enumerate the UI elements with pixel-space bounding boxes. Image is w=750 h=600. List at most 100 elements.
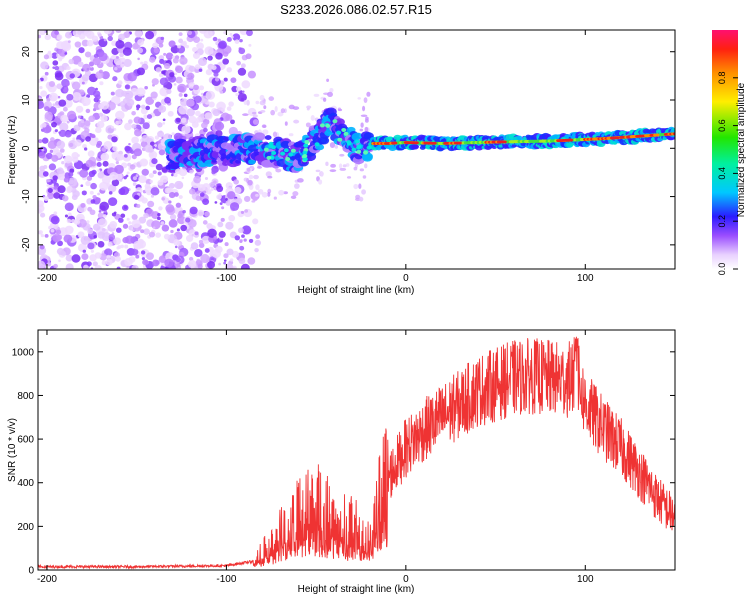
heatmap-cell (126, 98, 135, 107)
heatmap-cell (65, 81, 70, 87)
heatmap-cell (150, 91, 158, 99)
heatmap-cell (115, 110, 125, 120)
heatmap-cell (151, 158, 158, 165)
heatmap-cell (253, 132, 266, 141)
heatmap-cell (198, 85, 205, 91)
heatmap-cell (155, 232, 161, 238)
heatmap-cell (110, 91, 115, 96)
heatmap-cell (245, 53, 252, 60)
heatmap-cell (125, 235, 134, 244)
heatmap-cell (141, 134, 150, 143)
heatmap-cell (229, 258, 234, 262)
heatmap-cell (290, 195, 297, 200)
heatmap-cell (105, 258, 113, 266)
heatmap-cell (144, 186, 153, 194)
heatmap-cell (88, 115, 96, 123)
heatmap-cell (66, 218, 72, 224)
heatmap-cell (188, 65, 196, 73)
heatmap-cell (233, 179, 239, 185)
heatmap-cell (153, 47, 160, 54)
heatmap-cell (132, 176, 137, 181)
heatmap-cell (40, 61, 49, 70)
heatmap-cell (51, 121, 57, 128)
heatmap-cell (66, 93, 74, 101)
heatmap-cell (361, 189, 366, 195)
heatmap-cell (187, 260, 197, 269)
heatmap-cell (38, 34, 42, 39)
heatmap-cell (256, 166, 263, 169)
heatmap-cell (131, 264, 139, 269)
heatmap-cell (128, 221, 132, 225)
heatmap-cell (231, 250, 240, 258)
heatmap-cell (170, 161, 181, 169)
heatmap-cell (211, 65, 217, 71)
heatmap-cell (60, 250, 67, 256)
heatmap-cell (238, 47, 246, 55)
heatmap-cell (84, 127, 90, 133)
heatmap-cell (44, 71, 49, 76)
heatmap-cell (140, 229, 145, 234)
heatmap-cell (39, 30, 46, 36)
heatmap-cell (65, 263, 74, 269)
heatmap-cell (234, 39, 240, 44)
heatmap-cell (145, 96, 155, 105)
heatmap-cell (498, 144, 503, 148)
heatmap-cell (193, 84, 200, 91)
heatmap-cell (133, 116, 142, 124)
heatmap-cell (201, 122, 208, 129)
heatmap-cell (255, 234, 261, 239)
heatmap-cell (192, 52, 200, 60)
spectrogram-ylabel: Frequency (Hz) (7, 116, 18, 185)
heatmap-cell (172, 55, 176, 59)
heatmap-cell (80, 119, 85, 124)
heatmap-cell (337, 108, 343, 112)
heatmap-cell (200, 254, 210, 264)
colorbar-tick-label: 0.0 (717, 263, 727, 276)
heatmap-cell (99, 181, 109, 191)
heatmap-cell (106, 101, 116, 111)
heatmap-cell (221, 108, 226, 113)
heatmap-cell (334, 145, 339, 149)
heatmap-cell (82, 63, 91, 72)
spectrogram-ytick-label: -20 (21, 237, 32, 252)
heatmap-cell (84, 51, 92, 58)
heatmap-cell (243, 195, 251, 202)
colorbar-ticks: 0.0 0.2 0.4 0.6 0.8 (717, 72, 738, 276)
heatmap-cell (81, 190, 87, 196)
heatmap-cell (66, 66, 71, 71)
heatmap-cell (97, 171, 105, 179)
heatmap-cell (148, 173, 154, 178)
heatmap-cell (80, 235, 91, 245)
heatmap-cell (272, 131, 278, 138)
heatmap-cell (99, 81, 104, 86)
heatmap-cell (52, 103, 56, 107)
heatmap-cell (158, 105, 167, 113)
heatmap-cell (319, 123, 325, 128)
spectrogram-xtick-label: -100 (216, 273, 236, 284)
heatmap-cell (38, 100, 45, 109)
heatmap-cell (41, 137, 49, 144)
heatmap-cell (108, 197, 118, 206)
heatmap-cell (283, 191, 288, 195)
heatmap-cell (280, 140, 292, 149)
heatmap-cell (164, 187, 172, 194)
heatmap-cell (205, 90, 216, 100)
snr-ytick-label: 400 (17, 478, 34, 489)
heatmap-cell (191, 121, 199, 128)
heatmap-cell (141, 168, 149, 176)
heatmap-cell (143, 114, 149, 119)
heatmap-cell (185, 234, 194, 242)
heatmap-cell (39, 85, 43, 90)
heatmap-cell (56, 167, 64, 175)
heatmap-cell (293, 119, 300, 124)
heatmap-cell (169, 213, 177, 220)
heatmap-cell (238, 257, 246, 265)
heatmap-cell (226, 248, 234, 256)
heatmap-cell (115, 39, 125, 49)
heatmap-cell (82, 249, 87, 253)
heatmap-cell (39, 77, 44, 82)
heatmap-cell (252, 218, 259, 225)
heatmap-cell (356, 149, 362, 154)
heatmap-cell (248, 238, 254, 243)
